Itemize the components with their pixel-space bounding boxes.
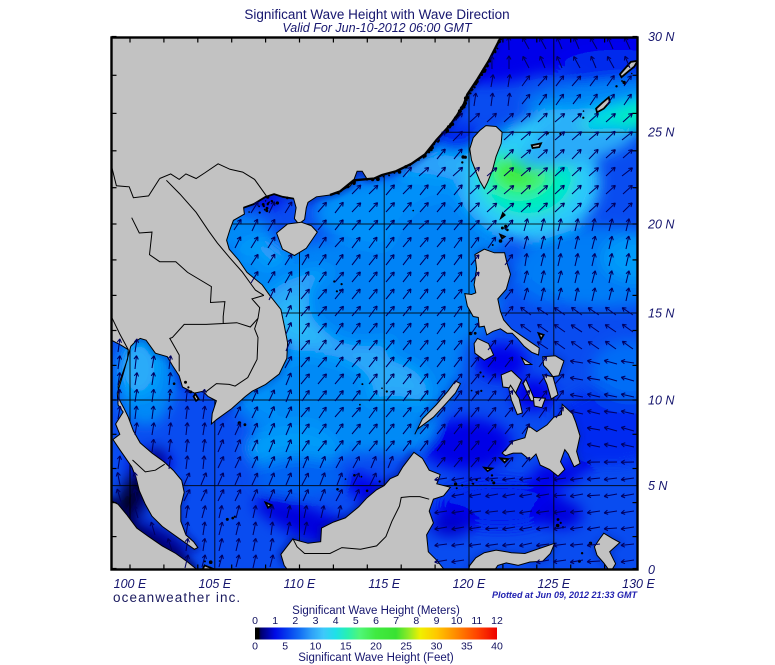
svg-text:2: 2 <box>292 615 298 627</box>
svg-text:100 E: 100 E <box>114 577 147 591</box>
svg-text:30: 30 <box>431 641 443 653</box>
svg-text:15: 15 <box>340 641 352 653</box>
svg-text:110 E: 110 E <box>284 577 316 591</box>
svg-text:Significant Wave Height with W: Significant Wave Height with Wave Direct… <box>244 7 509 22</box>
svg-text:10: 10 <box>451 615 463 627</box>
svg-text:9: 9 <box>434 615 440 627</box>
svg-text:120 E: 120 E <box>453 577 486 591</box>
svg-text:oceanweather inc.: oceanweather inc. <box>113 590 241 605</box>
svg-text:115 E: 115 E <box>368 577 400 591</box>
svg-text:40: 40 <box>491 641 503 653</box>
svg-text:25 N: 25 N <box>647 126 675 140</box>
svg-text:11: 11 <box>471 615 482 627</box>
svg-text:Significant Wave Height (Feet): Significant Wave Height (Feet) <box>298 652 454 664</box>
svg-text:0: 0 <box>252 615 258 627</box>
svg-text:Valid For Jun-10-2012 06:00 GM: Valid For Jun-10-2012 06:00 GMT <box>282 21 473 35</box>
svg-text:25: 25 <box>400 641 412 653</box>
svg-text:0: 0 <box>252 641 258 653</box>
svg-text:10: 10 <box>310 641 322 653</box>
svg-text:20: 20 <box>370 641 382 653</box>
svg-text:125 E: 125 E <box>537 577 570 591</box>
svg-text:0: 0 <box>648 563 655 577</box>
svg-text:5: 5 <box>353 615 359 627</box>
svg-text:8: 8 <box>413 615 419 627</box>
svg-text:6: 6 <box>373 615 379 627</box>
svg-text:3: 3 <box>313 615 319 627</box>
svg-text:12: 12 <box>491 615 503 627</box>
svg-text:10 N: 10 N <box>648 394 675 408</box>
svg-text:5 N: 5 N <box>648 479 668 493</box>
svg-text:5: 5 <box>282 641 288 653</box>
svg-text:105 E: 105 E <box>198 577 231 591</box>
svg-text:35: 35 <box>461 641 473 653</box>
svg-text:1: 1 <box>272 615 278 627</box>
svg-text:Significant Wave Height (Meter: Significant Wave Height (Meters) <box>292 605 460 617</box>
svg-text:4: 4 <box>333 615 339 627</box>
svg-text:30 N: 30 N <box>648 30 675 44</box>
svg-text:20 N: 20 N <box>647 218 675 232</box>
svg-text:15 N: 15 N <box>648 307 675 321</box>
svg-text:Plotted at Jun 09, 2012 21:33: Plotted at Jun 09, 2012 21:33 GMT <box>492 590 639 600</box>
svg-text:7: 7 <box>393 615 399 627</box>
svg-text:130 E: 130 E <box>622 577 655 591</box>
